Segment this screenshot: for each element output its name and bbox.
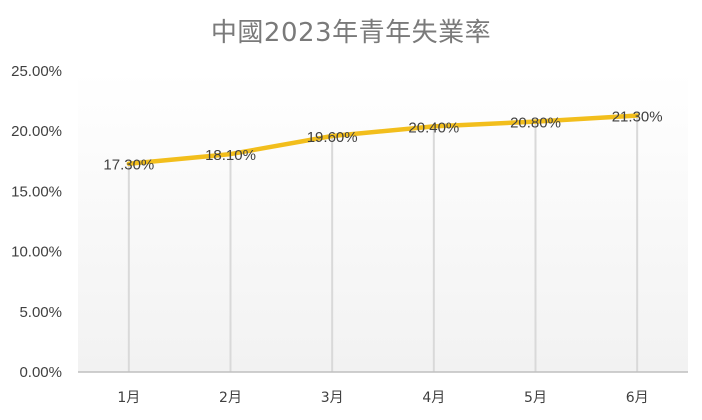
plot-area <box>78 71 688 372</box>
drop-lines <box>127 115 639 372</box>
data-label: 20.40% <box>408 119 459 136</box>
data-label: 21.30% <box>612 109 663 126</box>
y-tick-label: 5.00% <box>19 304 62 321</box>
y-tick-label: 20.00% <box>11 123 62 140</box>
data-label: 18.10% <box>205 147 256 164</box>
x-axis-ticks: 1月 2月 3月 4月 5月 6月 <box>117 390 648 406</box>
y-tick-label: 0.00% <box>19 364 62 381</box>
y-tick-label: 15.00% <box>11 183 62 200</box>
x-tick-label: 2月 <box>219 390 242 406</box>
data-label: 19.60% <box>307 129 358 146</box>
x-tick-label: 5月 <box>524 390 547 406</box>
y-tick-label: 25.00% <box>11 63 62 80</box>
y-axis-ticks: 0.00% 5.00% 10.00% 15.00% 20.00% 25.00% <box>11 63 62 381</box>
chart-title: 中國2023年青年失業率 <box>210 18 492 48</box>
y-tick-label: 10.00% <box>11 244 62 261</box>
data-label: 17.30% <box>103 157 154 174</box>
x-tick-label: 1月 <box>117 390 140 406</box>
x-tick-label: 6月 <box>626 390 649 406</box>
data-labels: 17.30% 18.10% 19.60% 20.40% 20.80% 21.30% <box>103 109 662 174</box>
data-label: 20.80% <box>510 115 561 132</box>
series-line <box>126 113 640 166</box>
x-tick-label: 3月 <box>321 390 344 406</box>
x-tick-label: 4月 <box>422 390 445 406</box>
